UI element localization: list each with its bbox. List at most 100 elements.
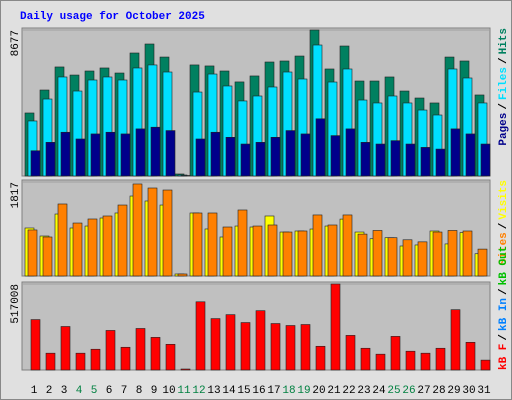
x-tick-label: 19 (297, 385, 310, 397)
x-tick-label: 27 (417, 385, 430, 397)
bar (60, 326, 71, 371)
bar (180, 368, 191, 371)
legend-entry: kB Out (498, 246, 510, 286)
bar (135, 328, 146, 371)
x-tick-label: 21 (327, 385, 341, 397)
legend-entry: Hits (498, 28, 510, 54)
bar (30, 150, 41, 177)
bar (417, 241, 428, 277)
bar (252, 225, 263, 277)
bar (435, 148, 446, 177)
x-tick-label: 8 (136, 385, 143, 397)
bar (270, 323, 281, 371)
x-tick-label: 2 (46, 385, 53, 397)
x-tick-label: 5 (91, 385, 98, 397)
bar (372, 230, 383, 277)
x-tick-label: 22 (342, 385, 355, 397)
bar (432, 231, 443, 277)
bar (285, 325, 296, 371)
bar (240, 143, 251, 177)
x-tick-label: 20 (312, 385, 325, 397)
bar (45, 352, 56, 371)
legend-separator: / (498, 103, 510, 110)
bar (222, 226, 233, 277)
bar (267, 224, 278, 277)
bar (360, 142, 371, 177)
bar (90, 133, 101, 177)
bar (135, 128, 146, 177)
bar (132, 183, 143, 277)
bar (345, 128, 356, 177)
x-tick-label: 24 (372, 385, 386, 397)
bar (225, 314, 236, 371)
bar (162, 189, 173, 277)
bar (357, 233, 368, 277)
bar (330, 283, 341, 371)
x-tick-label: 30 (462, 385, 475, 397)
x-tick-label: 17 (267, 385, 280, 397)
bar (87, 218, 98, 277)
bar (465, 342, 476, 371)
legend-entry: Sites (498, 232, 510, 265)
bar (402, 239, 413, 277)
bar (462, 230, 473, 277)
bar (360, 347, 371, 371)
bar (285, 130, 296, 177)
bar (60, 131, 71, 177)
legend-entry: kB F (498, 344, 510, 370)
bar (120, 346, 131, 371)
bar (27, 229, 38, 277)
bar (195, 138, 206, 177)
bar (105, 131, 116, 177)
bar (345, 335, 356, 371)
bar (420, 147, 431, 177)
x-tick-label: 14 (222, 385, 236, 397)
bar (375, 143, 386, 177)
bar (42, 236, 53, 277)
x-tick-label: 1 (31, 385, 38, 397)
bar (30, 319, 41, 371)
bar (300, 133, 311, 177)
bar (477, 248, 488, 277)
bar (150, 337, 161, 371)
bar (450, 309, 461, 371)
x-tick-label: 13 (207, 385, 220, 397)
bar (342, 214, 353, 277)
x-tick-label: 10 (162, 385, 175, 397)
x-tick-label: 15 (237, 385, 250, 397)
bar (420, 352, 431, 371)
bar (387, 237, 398, 277)
bar (72, 222, 83, 277)
x-tick-label: 6 (106, 385, 113, 397)
x-tick-label: 9 (151, 385, 158, 397)
legend-entry: Visits (498, 180, 510, 220)
bar (177, 273, 188, 277)
bar (450, 128, 461, 177)
x-tick-label: 26 (402, 385, 415, 397)
x-tick-label: 29 (447, 385, 460, 397)
bar (210, 318, 221, 371)
legend-separator: / (498, 334, 510, 341)
bar (330, 135, 341, 177)
bar (255, 142, 266, 177)
legend-separator: / (498, 288, 510, 295)
legend-separator: / (498, 222, 510, 229)
x-tick-label: 28 (432, 385, 445, 397)
bar (240, 322, 251, 371)
y-tick-label: 8677 (10, 30, 22, 56)
bar (270, 136, 281, 177)
bar (117, 204, 128, 277)
bar (405, 350, 416, 371)
legend-entry: Files (498, 67, 510, 100)
bar (57, 203, 68, 277)
bar (465, 133, 476, 177)
x-tick-label: 3 (61, 385, 68, 397)
y-tick-label: 1817 (10, 182, 22, 208)
bar (165, 130, 176, 177)
x-tick-label: 16 (252, 385, 265, 397)
bar (120, 133, 131, 177)
bar (390, 140, 401, 177)
bar (75, 352, 86, 371)
bar (315, 118, 326, 177)
